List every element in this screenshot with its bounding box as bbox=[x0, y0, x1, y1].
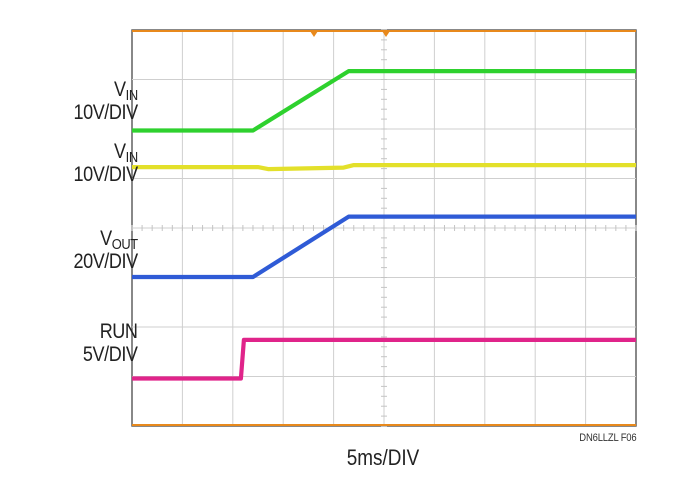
trace-vout-2 bbox=[132, 214, 636, 280]
figure-id: DN6LLZL F06 bbox=[578, 432, 636, 444]
traces bbox=[132, 69, 636, 381]
channel-name-subscript: IN bbox=[125, 149, 138, 166]
trace-run-3 bbox=[132, 337, 636, 381]
channel-scale: 20V/DIV bbox=[73, 250, 139, 273]
channel-name: V bbox=[100, 227, 113, 250]
channel-label-vin-1: VIN 10V/DIV bbox=[73, 78, 139, 124]
channel-name: V bbox=[114, 140, 126, 163]
channel-label-vin-2: VIN 10V/DIV bbox=[73, 140, 139, 186]
trace-vin-0 bbox=[132, 69, 636, 133]
channel-label-run: RUN 5V/DIV bbox=[83, 320, 138, 366]
channel-scale: 10V/DIV bbox=[73, 163, 139, 186]
trace-vin-1 bbox=[132, 163, 636, 172]
grid bbox=[131, 29, 637, 427]
channel-name: V bbox=[114, 78, 126, 101]
trigger-marker-top-2 bbox=[382, 31, 390, 37]
trigger-markers bbox=[310, 31, 390, 37]
channel-name-subscript: IN bbox=[125, 87, 138, 104]
channel-scale: 10V/DIV bbox=[73, 101, 139, 124]
channel-name: RUN bbox=[100, 320, 138, 343]
channel-label-vout: VOUT 20V/DIV bbox=[73, 227, 139, 273]
channel-scale: 5V/DIV bbox=[83, 343, 138, 366]
channel-name-subscript: OUT bbox=[112, 236, 138, 253]
trigger-marker-top-1 bbox=[310, 31, 318, 37]
x-axis-label: 5ms/DIV bbox=[346, 445, 420, 470]
